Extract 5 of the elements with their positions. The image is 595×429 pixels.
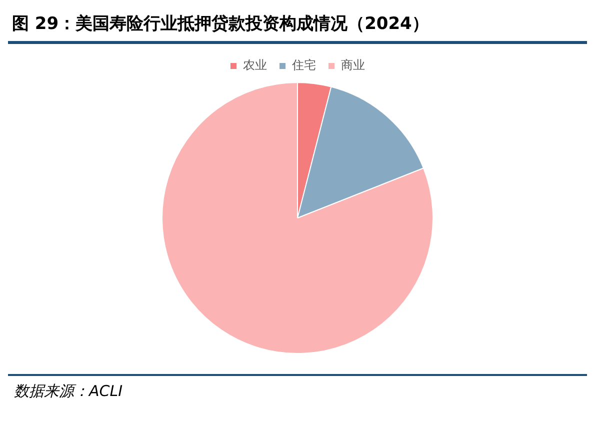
source-note: 数据来源：ACLI	[14, 382, 124, 401]
legend-label: 商业	[341, 58, 365, 72]
chart-title: 图 29：美国寿险行业抵押贷款投资构成情况（2024）	[8, 8, 587, 44]
legend-label: 农业	[243, 58, 267, 72]
legend-label: 住宅	[291, 58, 316, 72]
